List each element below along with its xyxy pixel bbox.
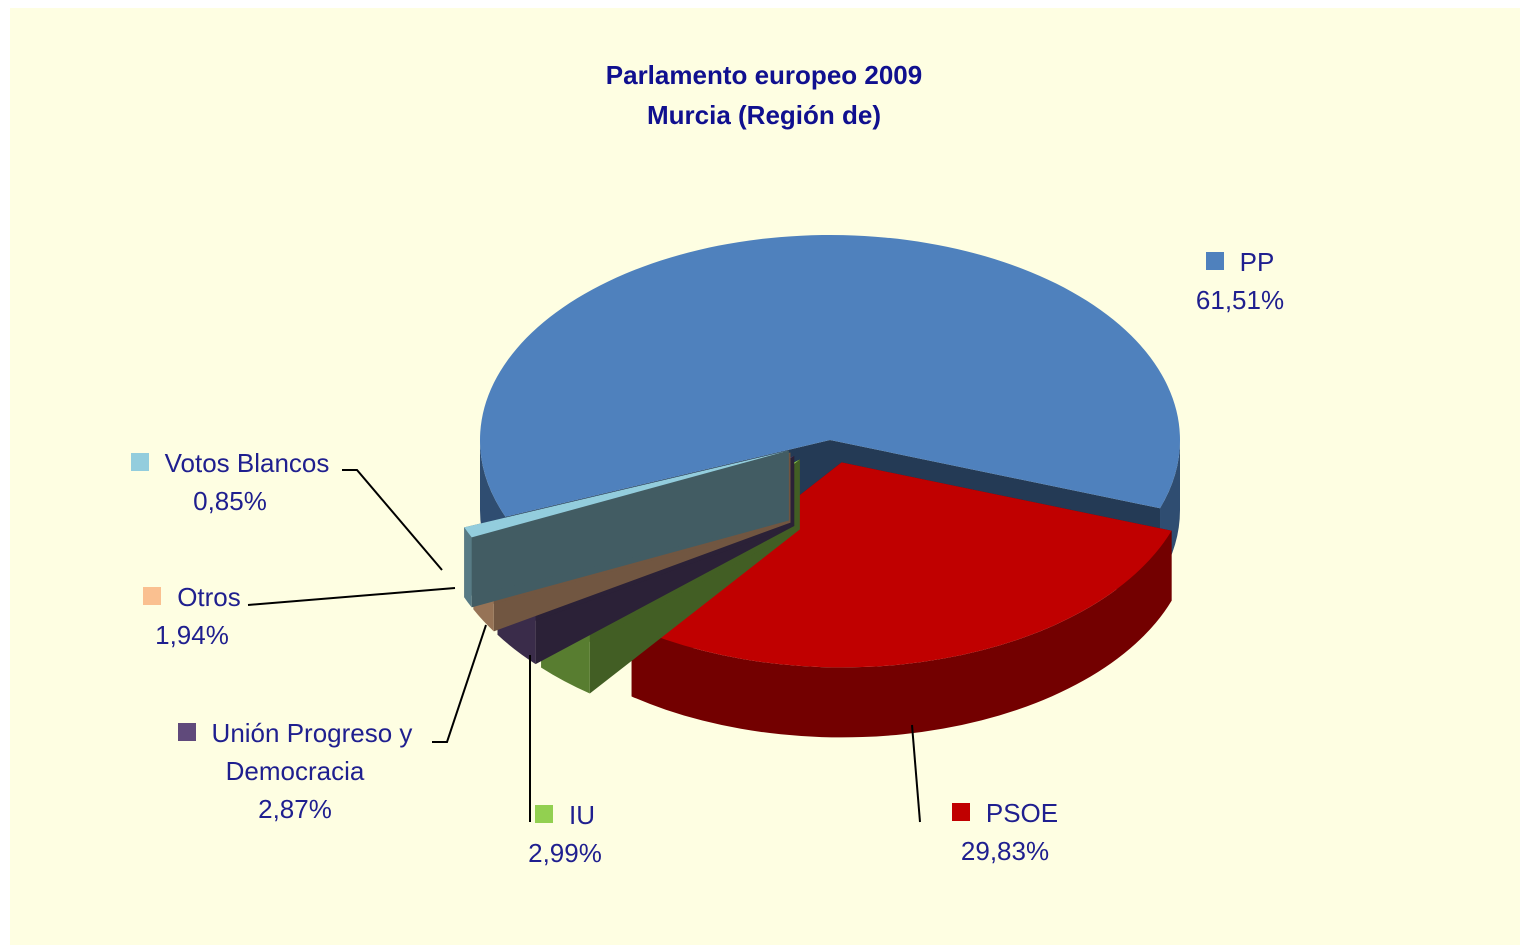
leader-line — [911, 724, 921, 823]
category-name: Otros — [177, 582, 241, 612]
data-label: PSOE 29,83% — [905, 794, 1105, 870]
data-label: Unión Progreso y Democracia 2,87% — [155, 714, 435, 828]
data-label: Votos Blancos 0,85% — [100, 444, 360, 520]
data-label: PP 61,51% — [1140, 243, 1340, 319]
category-name: Votos Blancos — [164, 448, 330, 478]
leader-lines — [247, 469, 921, 823]
slice — [631, 462, 1172, 668]
category-name: PP — [1239, 247, 1275, 277]
slice — [464, 450, 789, 538]
slice — [479, 234, 1180, 517]
pie — [464, 234, 1180, 738]
category-name: Unión Progreso y Democracia — [211, 718, 413, 786]
value-label: 1,94% — [155, 620, 229, 650]
leader-line — [342, 469, 443, 571]
value-label: 29,83% — [960, 836, 1050, 866]
data-label: Otros 1,94% — [92, 578, 292, 654]
slice-cut-face — [464, 450, 789, 598]
slice-side — [631, 530, 1172, 738]
legend-swatch — [951, 803, 970, 821]
data-label: IU 2,99% — [465, 796, 665, 872]
leader-line — [247, 587, 456, 606]
value-label: 2,87% — [258, 794, 332, 824]
legend-swatch — [535, 805, 553, 823]
legend-swatch — [130, 453, 149, 471]
value-label: 61,51% — [1195, 285, 1285, 315]
leader-line — [432, 624, 487, 743]
legend-swatch — [143, 587, 162, 605]
category-name: IU — [569, 800, 595, 830]
legend-swatch — [1205, 252, 1224, 270]
chart-subtitle: Murcia (Región de) — [646, 100, 881, 130]
category-name: PSOE — [985, 798, 1059, 828]
chart-title: Parlamento europeo 2009 — [605, 60, 923, 90]
slice-side — [464, 527, 472, 608]
value-label: 2,99% — [528, 838, 602, 868]
legend-swatch — [177, 723, 196, 741]
value-label: 0,85% — [193, 486, 267, 516]
